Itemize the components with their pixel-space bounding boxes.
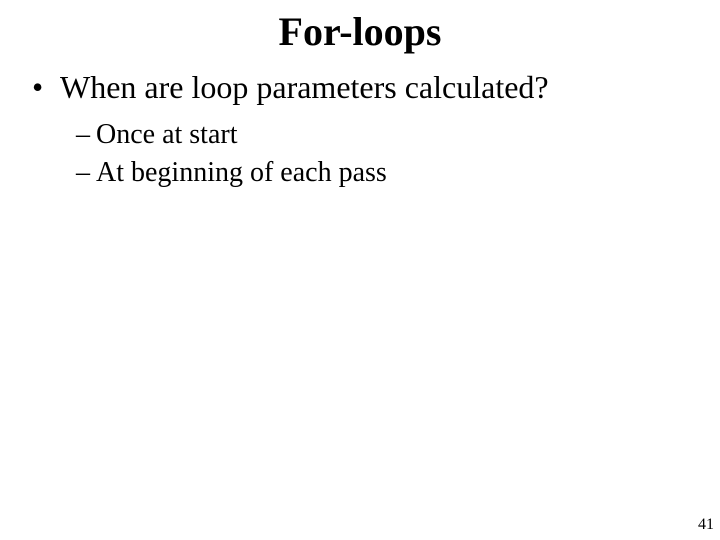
- bullet-level-2: – Once at start: [76, 117, 696, 153]
- dash-marker: –: [76, 117, 96, 153]
- slide-title: For-loops: [0, 0, 720, 61]
- bullet-text: Once at start: [96, 117, 696, 153]
- page-number: 41: [698, 516, 714, 534]
- bullet-marker: •: [32, 67, 60, 107]
- dash-marker: –: [76, 155, 96, 191]
- bullet-level-1: • When are loop parameters calculated?: [32, 67, 696, 107]
- slide-content: • When are loop parameters calculated? –…: [0, 61, 720, 192]
- bullet-text: When are loop parameters calculated?: [60, 67, 696, 107]
- bullet-level-2: – At beginning of each pass: [76, 155, 696, 191]
- bullet-text: At beginning of each pass: [96, 155, 696, 191]
- slide: For-loops • When are loop parameters cal…: [0, 0, 720, 540]
